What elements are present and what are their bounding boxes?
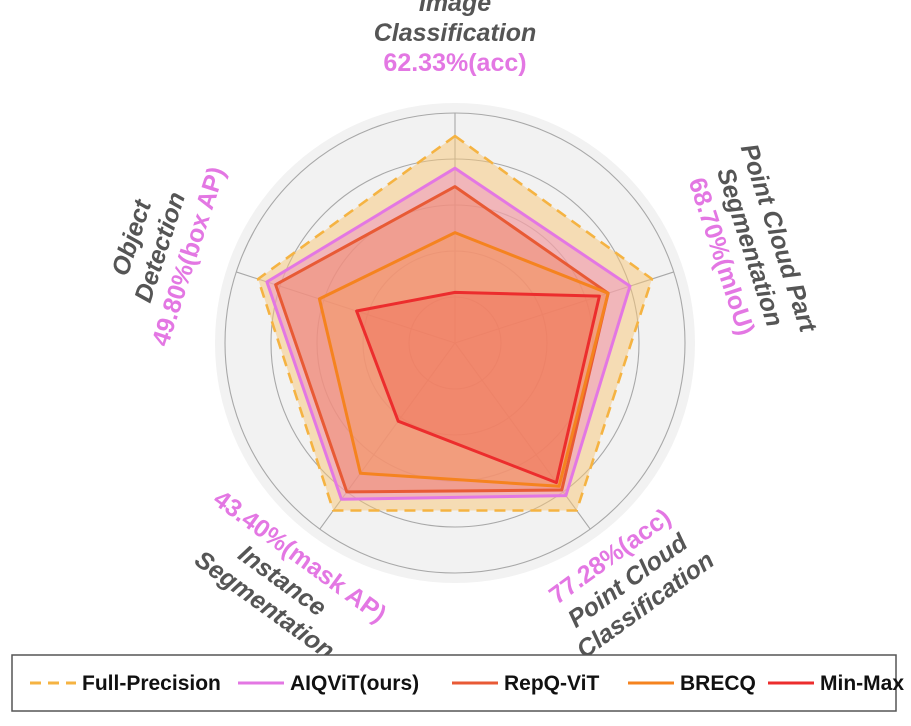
series-polygon-brecq (317, 231, 610, 488)
series-polygon-aiqvit-ours (265, 166, 632, 501)
series-polygon-repq-vit (274, 185, 610, 494)
axis-title-line: Image (419, 0, 491, 17)
series-polygon-min-max (355, 290, 601, 485)
legend: Full-Precision AIQViT(ours) RepQ-ViT BRECQ M… (11, 654, 904, 712)
radar-series (256, 134, 654, 512)
legend-label-2: AIQViT(ours) (290, 672, 419, 695)
axis-title-line: Classification (374, 19, 537, 47)
axis-value-label: 62.33%(acc) (383, 49, 526, 77)
legend-label-5: Min-Max (820, 672, 904, 695)
legend-label-3: RepQ-ViT (504, 672, 599, 695)
legend-label-1: Full-Precision (82, 672, 221, 695)
legend-label-4: BRECQ (680, 672, 756, 695)
